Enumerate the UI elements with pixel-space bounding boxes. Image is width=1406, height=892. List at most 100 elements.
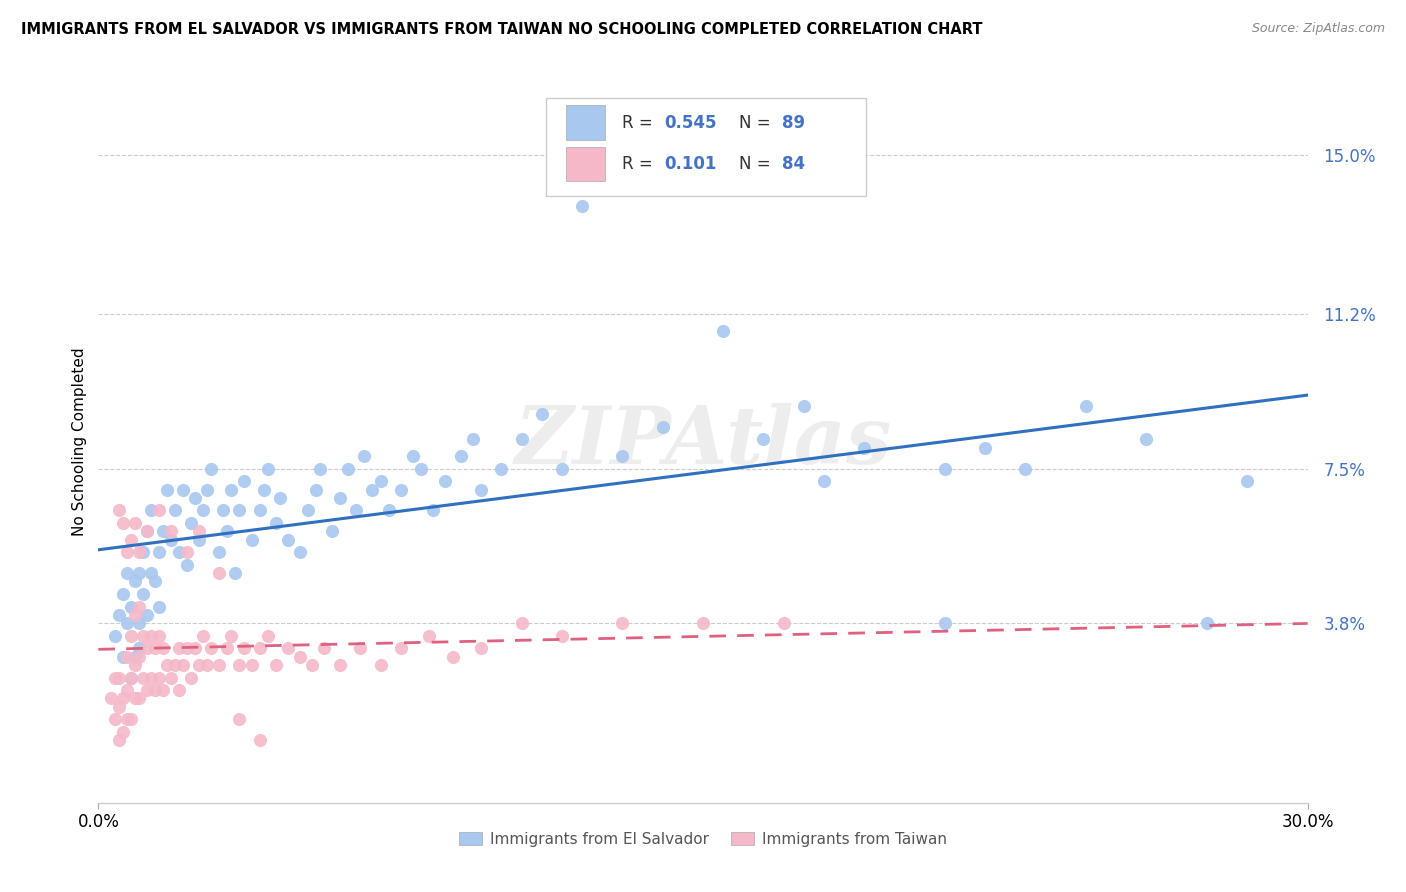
Point [124, 607, 146, 622]
Point [793, 399, 815, 413]
Point [463, 433, 485, 447]
Point [128, 649, 150, 664]
Point [349, 641, 371, 656]
Point [103, 629, 125, 643]
Point [329, 491, 352, 505]
Point [128, 545, 150, 559]
Point [184, 491, 207, 505]
Point [184, 641, 207, 656]
Point [264, 516, 287, 530]
Point [232, 641, 254, 656]
Point [208, 545, 231, 559]
Point [139, 671, 162, 685]
Point [160, 533, 183, 547]
Point [277, 641, 299, 656]
Text: R =: R = [621, 155, 658, 173]
Text: N =: N = [740, 155, 776, 173]
Point [111, 587, 134, 601]
Point [188, 533, 211, 547]
Y-axis label: No Schooling Completed: No Schooling Completed [72, 347, 87, 536]
Point [974, 441, 997, 455]
Point [100, 691, 122, 706]
Point [530, 408, 553, 422]
Point [221, 483, 243, 497]
Point [120, 712, 142, 726]
Point [1236, 474, 1258, 488]
Point [128, 599, 150, 614]
Point [128, 691, 150, 706]
Point [152, 524, 174, 539]
Text: ZIPAtlas: ZIPAtlas [515, 403, 891, 480]
Point [120, 533, 142, 547]
Point [711, 324, 734, 338]
Point [232, 474, 254, 488]
Point [288, 545, 311, 559]
Point [195, 657, 218, 672]
Point [1135, 433, 1157, 447]
Point [135, 607, 157, 622]
Point [240, 657, 263, 672]
Point [212, 503, 235, 517]
Point [256, 629, 278, 643]
Point [692, 616, 714, 631]
Point [370, 657, 392, 672]
Point [217, 641, 239, 656]
Point [152, 641, 174, 656]
Point [135, 524, 157, 539]
Point [167, 683, 190, 698]
Point [120, 671, 142, 685]
Point [418, 629, 440, 643]
Point [188, 524, 211, 539]
Point [167, 545, 190, 559]
Point [135, 641, 157, 656]
Point [551, 461, 574, 475]
Point [148, 599, 170, 614]
Point [128, 616, 150, 631]
Point [934, 616, 956, 631]
Point [188, 657, 211, 672]
Text: 89: 89 [782, 113, 804, 131]
Point [253, 483, 276, 497]
Point [139, 629, 162, 643]
Point [470, 641, 492, 656]
Text: IMMIGRANTS FROM EL SALVADOR VS IMMIGRANTS FROM TAIWAN NO SCHOOLING COMPLETED COR: IMMIGRANTS FROM EL SALVADOR VS IMMIGRANT… [21, 22, 983, 37]
Point [156, 483, 179, 497]
Point [853, 441, 876, 455]
Point [148, 629, 170, 643]
Point [510, 433, 533, 447]
Point [172, 657, 194, 672]
Point [249, 733, 271, 747]
Point [297, 503, 319, 517]
Point [103, 712, 125, 726]
Point [389, 641, 412, 656]
Point [389, 483, 412, 497]
Point [813, 474, 835, 488]
Point [1014, 461, 1036, 475]
Point [361, 483, 384, 497]
Point [128, 641, 150, 656]
Point [228, 657, 250, 672]
Point [111, 516, 134, 530]
Point [132, 545, 155, 559]
Point [288, 649, 311, 664]
Point [120, 599, 142, 614]
Point [148, 545, 170, 559]
Point [139, 566, 162, 580]
Point [193, 629, 215, 643]
Point [115, 545, 138, 559]
Point [377, 503, 399, 517]
Point [167, 641, 190, 656]
Point [115, 683, 138, 698]
Point [115, 712, 138, 726]
Text: 84: 84 [782, 155, 804, 173]
Point [264, 657, 287, 672]
Text: Source: ZipAtlas.com: Source: ZipAtlas.com [1251, 22, 1385, 36]
Point [160, 671, 183, 685]
Point [441, 649, 464, 664]
Point [120, 671, 142, 685]
Point [132, 629, 155, 643]
Point [115, 616, 138, 631]
Point [221, 629, 243, 643]
Point [370, 474, 392, 488]
Point [470, 483, 492, 497]
